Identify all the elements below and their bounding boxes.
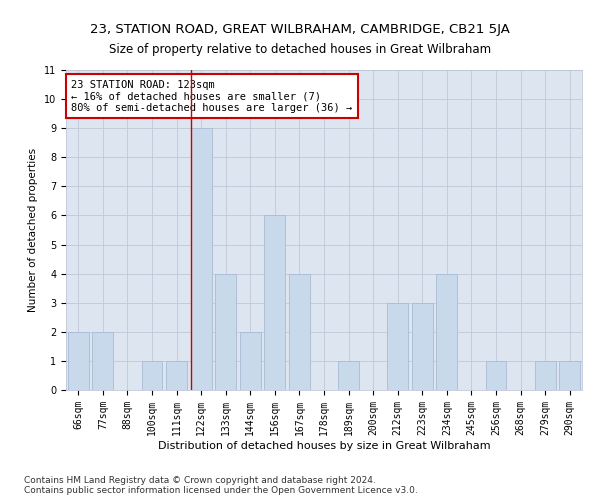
Bar: [436, 274, 457, 390]
Text: 23 STATION ROAD: 123sqm
← 16% of detached houses are smaller (7)
80% of semi-det: 23 STATION ROAD: 123sqm ← 16% of detache…: [71, 80, 352, 113]
Bar: [215, 274, 236, 390]
Bar: [485, 361, 506, 390]
Bar: [289, 274, 310, 390]
Bar: [191, 128, 212, 390]
Text: Size of property relative to detached houses in Great Wilbraham: Size of property relative to detached ho…: [109, 42, 491, 56]
Bar: [240, 332, 261, 390]
Bar: [92, 332, 113, 390]
Text: Contains HM Land Registry data © Crown copyright and database right 2024.
Contai: Contains HM Land Registry data © Crown c…: [24, 476, 418, 495]
Bar: [166, 361, 187, 390]
Bar: [559, 361, 580, 390]
Bar: [338, 361, 359, 390]
Bar: [387, 302, 408, 390]
Bar: [535, 361, 556, 390]
Bar: [142, 361, 163, 390]
Text: 23, STATION ROAD, GREAT WILBRAHAM, CAMBRIDGE, CB21 5JA: 23, STATION ROAD, GREAT WILBRAHAM, CAMBR…: [90, 22, 510, 36]
Bar: [265, 216, 286, 390]
X-axis label: Distribution of detached houses by size in Great Wilbraham: Distribution of detached houses by size …: [158, 440, 490, 450]
Bar: [68, 332, 89, 390]
Y-axis label: Number of detached properties: Number of detached properties: [28, 148, 38, 312]
Bar: [412, 302, 433, 390]
